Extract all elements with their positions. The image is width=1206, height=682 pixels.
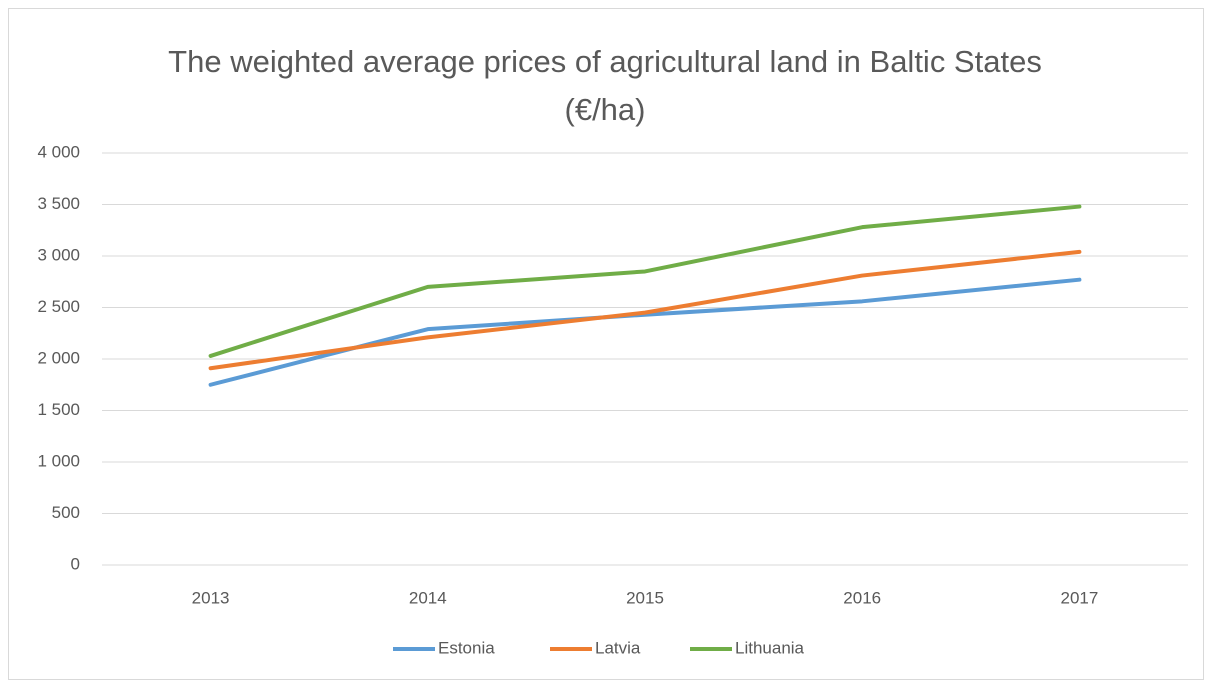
y-tick-label: 1 500 xyxy=(37,400,80,419)
x-tick-label: 2016 xyxy=(843,588,881,607)
chart-frame xyxy=(8,8,1204,680)
y-tick-label: 2 000 xyxy=(37,348,80,367)
x-tick-label: 2014 xyxy=(409,588,447,607)
y-tick-label: 500 xyxy=(52,503,80,522)
chart-title: The weighted average prices of agricultu… xyxy=(168,44,1042,127)
series-line xyxy=(208,277,1082,387)
y-tick-label: 4 000 xyxy=(37,142,80,161)
y-tick-label: 2 500 xyxy=(37,297,80,316)
y-tick-label: 3 500 xyxy=(37,194,80,213)
series-line xyxy=(208,249,1082,371)
x-tick-label: 2017 xyxy=(1060,588,1098,607)
y-tick-label: 1 000 xyxy=(37,451,80,470)
y-tick-label: 0 xyxy=(71,554,80,573)
legend-label: Estonia xyxy=(438,638,495,657)
legend-label: Latvia xyxy=(595,638,641,657)
legend-label: Lithuania xyxy=(735,638,805,657)
series-line xyxy=(208,204,1082,358)
x-tick-label: 2013 xyxy=(192,588,230,607)
y-tick-label: 3 000 xyxy=(37,245,80,264)
x-tick-label: 2015 xyxy=(626,588,664,607)
